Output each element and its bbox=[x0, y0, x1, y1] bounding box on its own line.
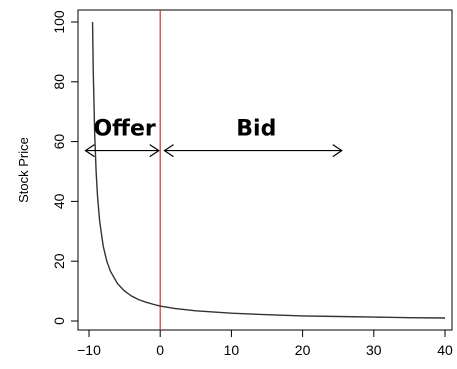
x-axis-ticks: −10 0 10 20 30 40 bbox=[77, 330, 453, 358]
annotation-label: Bid bbox=[236, 117, 276, 142]
x-tick-label: 20 bbox=[295, 342, 311, 358]
annotation-label: Offer bbox=[93, 117, 155, 142]
x-tick-label: 30 bbox=[366, 342, 382, 358]
arrow-head bbox=[163, 144, 174, 158]
x-tick-label: 10 bbox=[224, 342, 240, 358]
y-tick-label: 0 bbox=[51, 317, 67, 325]
arrow-head bbox=[332, 144, 343, 158]
y-tick-label: 40 bbox=[51, 193, 67, 209]
y-tick-label: 20 bbox=[51, 253, 67, 269]
y-tick-label: 80 bbox=[51, 74, 67, 90]
y-tick-label: 100 bbox=[51, 10, 67, 34]
y-axis-label: Stock Price bbox=[16, 137, 31, 203]
y-axis-ticks: 0 20 40 60 80 100 bbox=[51, 10, 78, 325]
annotations-group: Offer Bid bbox=[93, 117, 276, 142]
x-tick-label: −10 bbox=[77, 342, 101, 358]
arrow-head bbox=[84, 144, 95, 158]
x-tick-label: 0 bbox=[156, 342, 164, 358]
price-curve-series bbox=[91, 21, 446, 319]
x-tick-label: 40 bbox=[437, 342, 453, 358]
y-tick-label: 60 bbox=[51, 134, 67, 150]
arrow-head bbox=[149, 144, 160, 158]
plot-frame bbox=[77, 9, 453, 331]
arrows-group bbox=[84, 144, 343, 158]
